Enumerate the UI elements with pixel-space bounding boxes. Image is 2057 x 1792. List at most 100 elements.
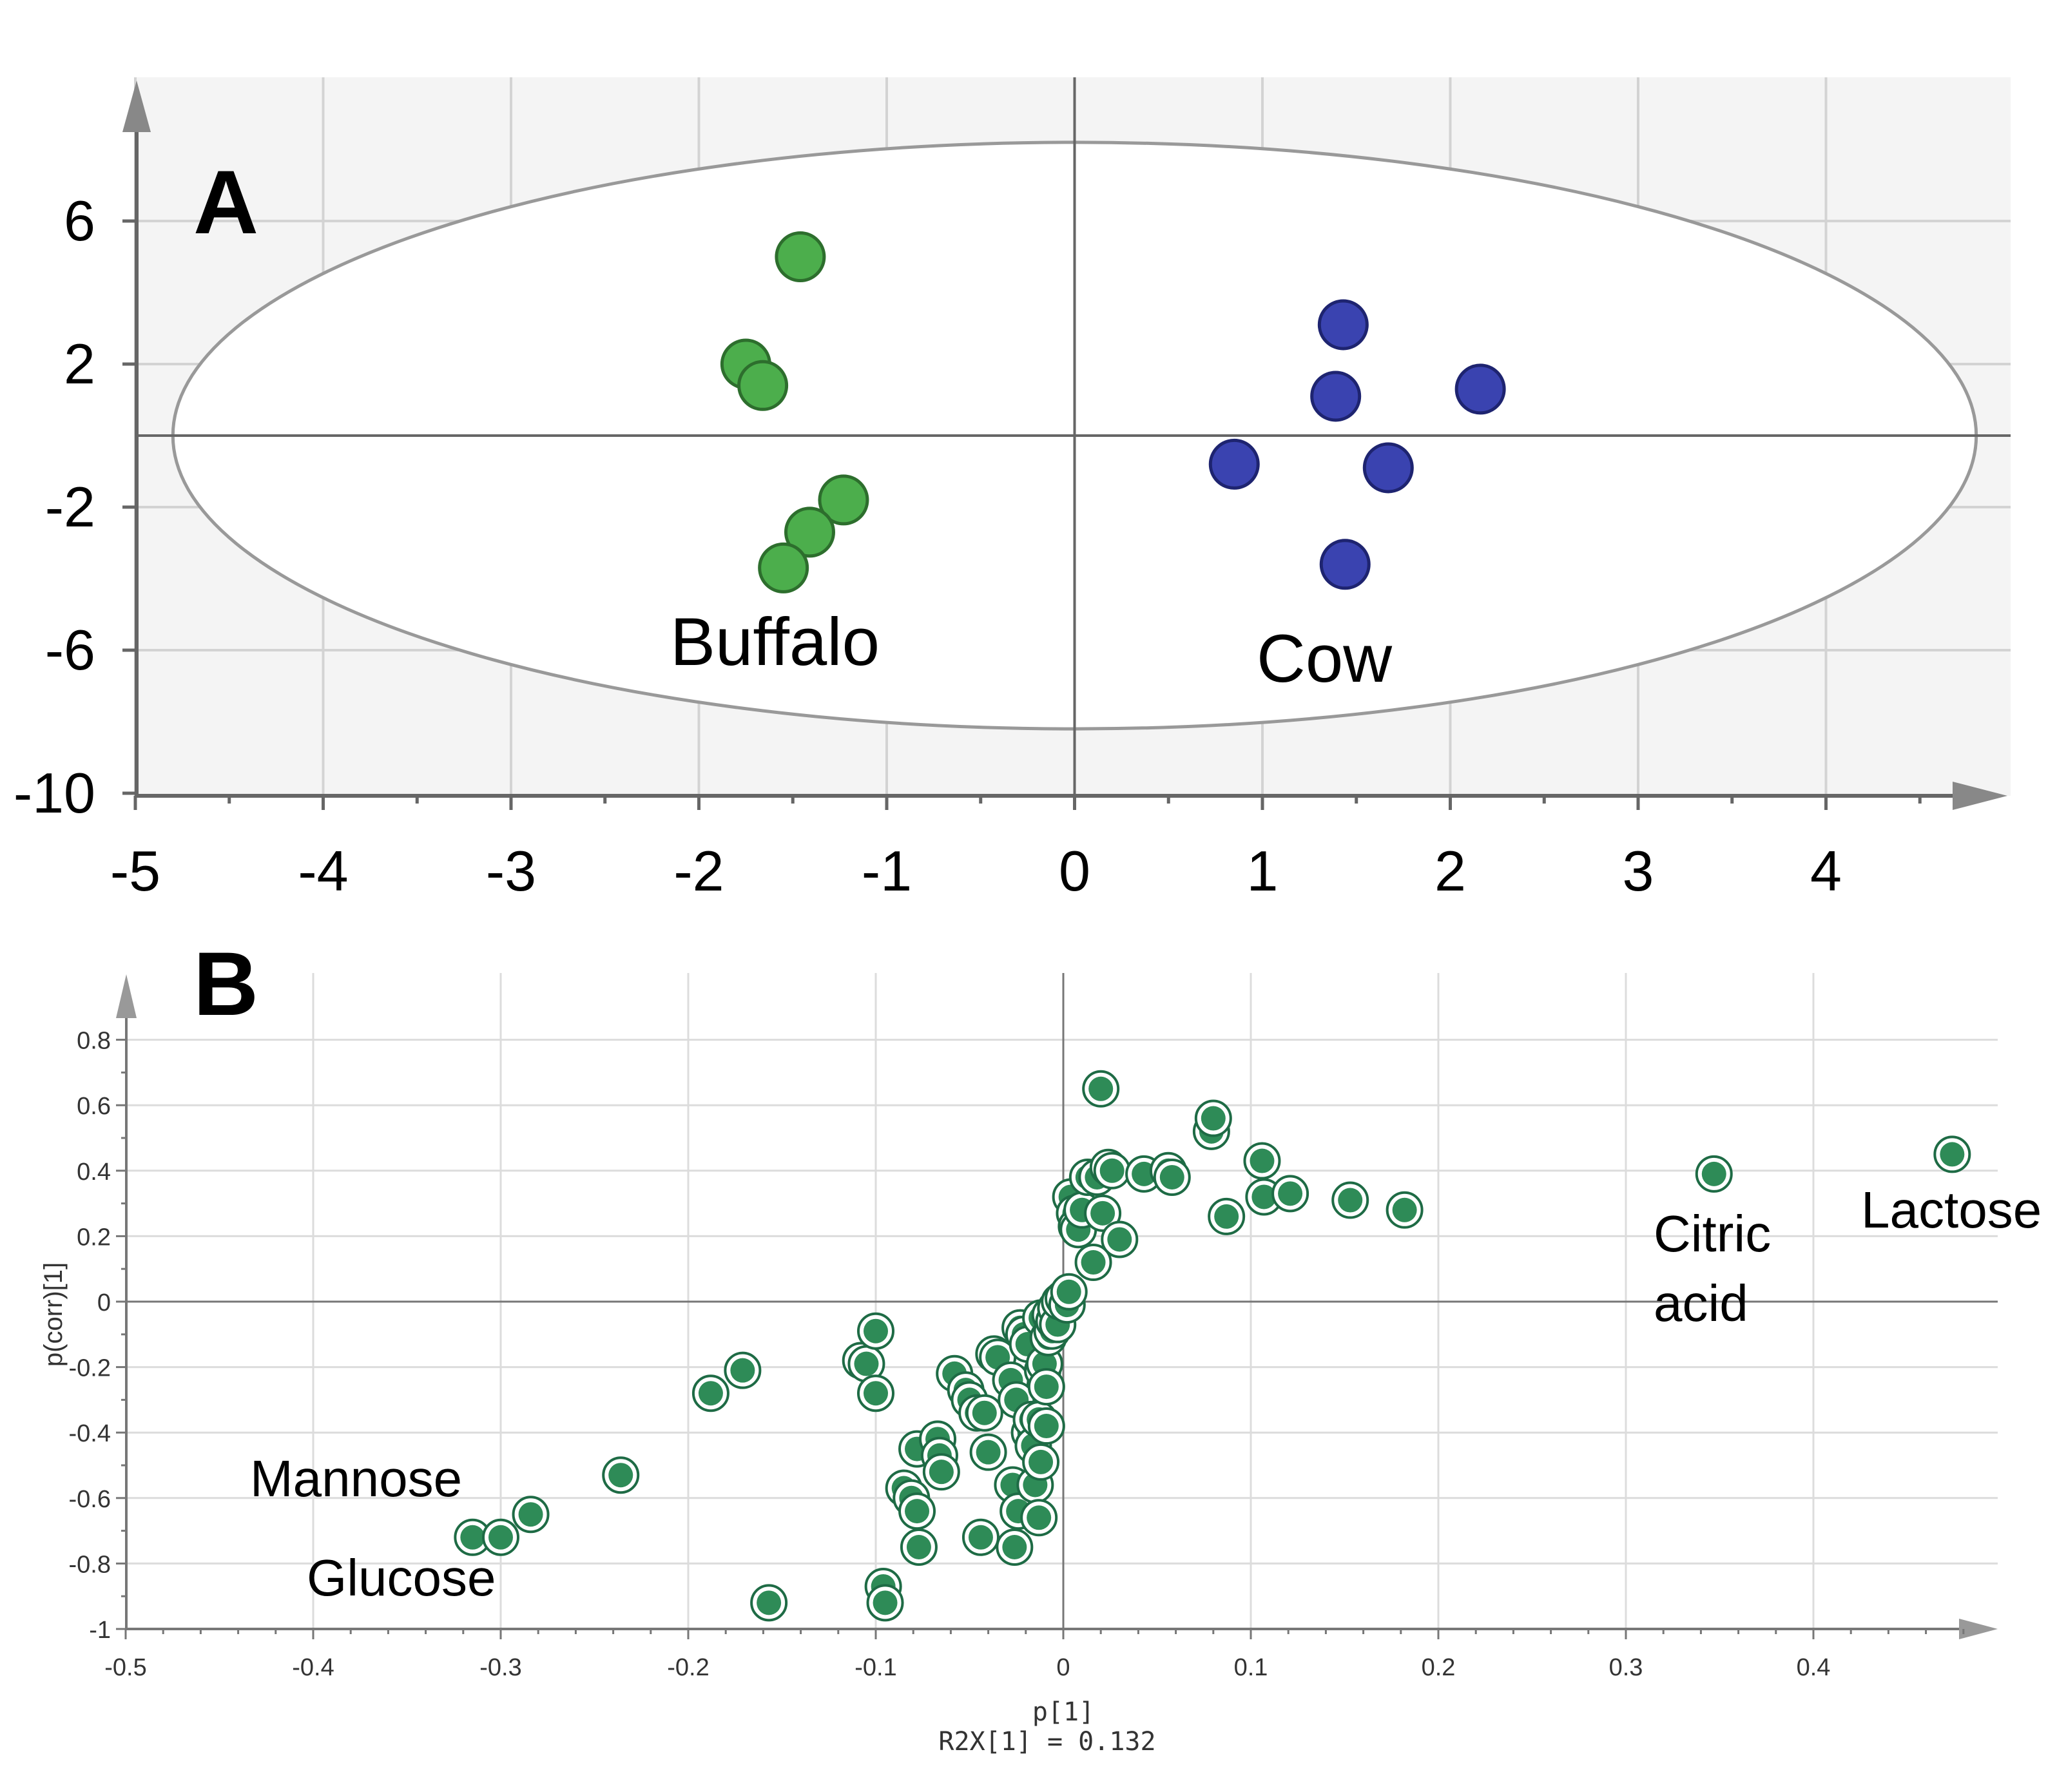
variable-point <box>965 1394 1003 1432</box>
y-tick-label-a: -6 <box>45 618 95 682</box>
variable-point-core <box>1201 1106 1226 1131</box>
y-tick-label-b: 0.2 <box>77 1224 111 1251</box>
variable-point-core <box>1088 1076 1114 1101</box>
x-tick-label-a: -4 <box>298 839 348 903</box>
variable-point-core <box>1278 1181 1303 1206</box>
y-tick-label-b: 0.8 <box>77 1028 111 1055</box>
y-tick-label-b: 0 <box>97 1289 111 1316</box>
panel-b: -0.5 -0.4 -0.3 -0.2 -0.1 0 0.1 0.2 0.3 0.4 0.8 0.6 0… <box>39 933 2042 1757</box>
variable-point <box>1153 1158 1191 1196</box>
buffalo-point <box>784 506 835 558</box>
x-tick-label-a: 4 <box>1810 839 1842 903</box>
variable-point <box>1084 1194 1122 1232</box>
variable-point <box>454 1518 492 1556</box>
variable-point-core <box>864 1318 888 1344</box>
variable-point <box>1386 1191 1424 1229</box>
variable-point-core <box>1701 1161 1726 1186</box>
variable-point-core <box>518 1502 543 1527</box>
variable-point <box>857 1374 894 1412</box>
y-tick-label-b: -1 <box>89 1617 111 1644</box>
y-tick-label-b: -0.8 <box>69 1551 111 1578</box>
variable-point <box>961 1518 1000 1556</box>
variable-point <box>512 1496 550 1534</box>
panel-b-label: B <box>193 933 258 1034</box>
x-tick-label-a: 1 <box>1247 839 1279 903</box>
buffalo-point <box>737 360 789 411</box>
variable-point <box>482 1518 519 1556</box>
x-tick-label-b: -0.5 <box>104 1654 146 1681</box>
variable-point <box>724 1351 762 1389</box>
x-tick-label-b: -0.3 <box>479 1654 521 1681</box>
variable-point <box>1027 1368 1065 1406</box>
y-tick-label-a: -10 <box>14 761 95 825</box>
x-tick-label-a: -3 <box>486 839 536 903</box>
variable-point <box>1194 1099 1232 1137</box>
variable-point-core <box>1028 1449 1054 1474</box>
variable-point-core <box>1099 1158 1125 1183</box>
variable-point-core <box>968 1525 993 1550</box>
buffalo-point <box>775 231 826 282</box>
variable-point <box>1020 1499 1058 1537</box>
variable-point-core <box>906 1535 931 1559</box>
variable-point <box>1027 1407 1065 1445</box>
y-axis-arrow-b <box>116 974 137 1018</box>
variable-point <box>866 1584 904 1622</box>
variable-point-core <box>1027 1505 1052 1530</box>
variable-point <box>1933 1135 1971 1173</box>
variable-point <box>1208 1197 1246 1235</box>
y-tick-label-a: 6 <box>64 189 95 253</box>
variable-point-core <box>698 1381 723 1406</box>
buffalo-point <box>758 542 809 593</box>
annotation-lactose: Lactose <box>1861 1181 2042 1238</box>
variable-point <box>1050 1273 1088 1311</box>
y-tick-label-b: 0.4 <box>77 1159 111 1186</box>
variable-point-core <box>1159 1164 1184 1190</box>
panel-a-points <box>720 231 1506 593</box>
variable-point-core <box>1090 1200 1115 1226</box>
x-tick-label-a: 0 <box>1059 839 1090 903</box>
variable-point-core <box>1002 1535 1027 1559</box>
cow-point <box>1319 539 1371 590</box>
variable-point <box>857 1312 894 1350</box>
variable-point-core <box>905 1499 930 1524</box>
y-axis-label-b: p(corr)[1] <box>39 1262 68 1367</box>
panel-a-label: A <box>193 151 258 253</box>
y-tick-label-b: -0.6 <box>69 1486 111 1513</box>
variable-point-core <box>460 1525 485 1550</box>
variable-point-core <box>1056 1279 1081 1304</box>
variable-point <box>1101 1220 1139 1258</box>
variable-point-core <box>1034 1374 1059 1400</box>
variable-point <box>1695 1155 1733 1193</box>
variable-point-core <box>1392 1197 1417 1222</box>
y-tick-label-b: -0.2 <box>69 1355 111 1382</box>
variable-point-core <box>1250 1148 1275 1173</box>
annotation-buffalo: Buffalo <box>670 604 880 680</box>
variable-point <box>996 1528 1034 1566</box>
x-axis-arrow-b <box>1959 1619 1998 1639</box>
variable-point-core <box>929 1460 954 1485</box>
cow-point <box>1317 299 1369 351</box>
variable-point <box>691 1374 729 1412</box>
annotation-citric: Citric <box>1654 1205 1771 1262</box>
variable-point <box>898 1492 936 1530</box>
x-tick-label-b: -0.4 <box>292 1654 334 1681</box>
x-tick-label-b: 0 <box>1056 1654 1070 1681</box>
x-tick-label-b: -0.2 <box>667 1654 709 1681</box>
variable-point <box>900 1528 938 1566</box>
variable-point-core <box>854 1351 879 1376</box>
variable-point-core <box>1940 1142 1965 1167</box>
x-tick-label-a: 3 <box>1623 839 1654 903</box>
y-tick-label-b: 0.6 <box>77 1093 111 1120</box>
x-tick-label-a: -1 <box>862 839 912 903</box>
x-tick-label-a: -2 <box>673 839 724 903</box>
x-axis-arrow-a <box>1953 782 2007 810</box>
variable-point <box>1271 1175 1309 1213</box>
x-axis-sublabel-b: R2X[1] = 0.132 <box>938 1727 1155 1757</box>
variable-point <box>1331 1181 1369 1219</box>
variable-point <box>922 1453 960 1491</box>
variable-point-core <box>757 1590 782 1615</box>
variable-point-core <box>1251 1184 1277 1209</box>
cow-point <box>1310 371 1362 422</box>
buffalo-point <box>818 474 869 526</box>
